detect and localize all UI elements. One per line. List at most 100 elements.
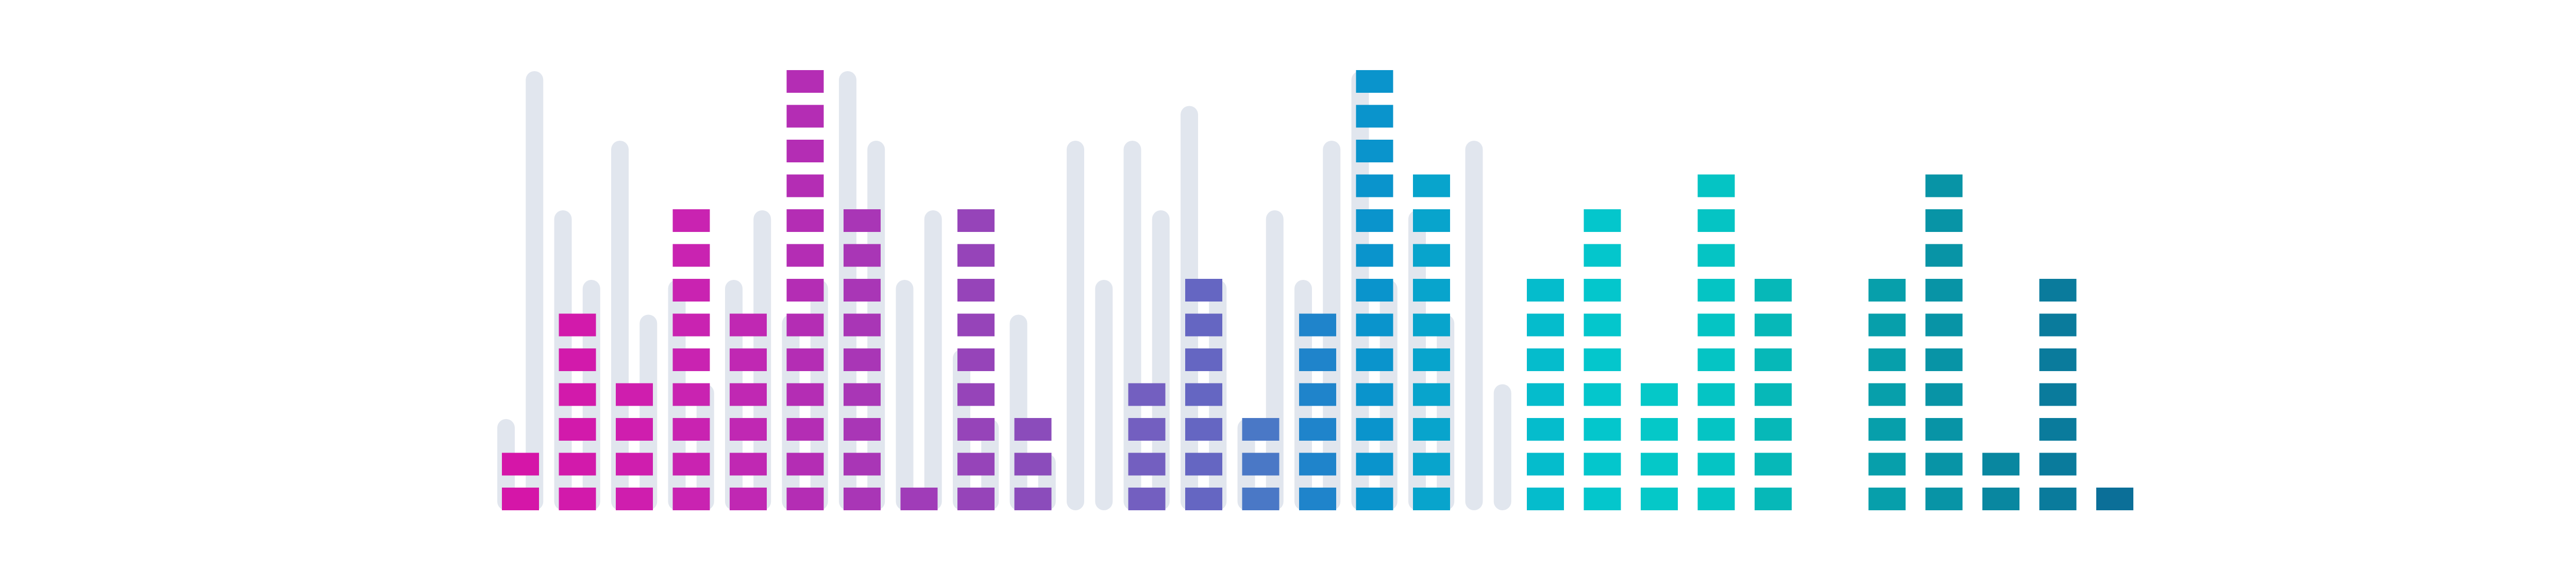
equalizer-segment (1697, 418, 1735, 441)
equalizer-segment (1868, 348, 1906, 371)
equalizer-track (924, 210, 942, 510)
equalizer-segment (1697, 174, 1735, 197)
equalizer-segment (844, 313, 881, 337)
equalizer-segment (730, 418, 767, 441)
equalizer-segment (1356, 70, 1393, 93)
equalizer-segment (1356, 140, 1393, 162)
equalizer-segment (672, 279, 710, 302)
equalizer-segment (1185, 313, 1222, 337)
equalizer-segment (1185, 383, 1222, 406)
equalizer-segment (1697, 209, 1735, 232)
equalizer-segment (1584, 209, 1621, 232)
equalizer-segment (957, 209, 995, 232)
equalizer-bar (1641, 383, 1678, 510)
equalizer-bar (730, 313, 767, 510)
equalizer-segment (672, 244, 710, 267)
equalizer-segment (1641, 418, 1678, 441)
equalizer-track (526, 71, 544, 510)
equalizer-segment (1584, 244, 1621, 267)
equalizer-segment (672, 348, 710, 371)
equalizer-bar (1527, 279, 1564, 510)
equalizer-segment (1413, 418, 1450, 441)
equalizer-segment (1242, 418, 1279, 441)
equalizer-track (1067, 141, 1084, 510)
equalizer-segment (786, 383, 824, 406)
equalizer-segment (1584, 488, 1621, 510)
equalizer-segment (786, 105, 824, 128)
equalizer-bar (1584, 209, 1621, 510)
equalizer-bar (2039, 279, 2077, 510)
equalizer-segment (1356, 418, 1393, 441)
equalizer-segment (1356, 244, 1393, 267)
equalizer-track (1181, 106, 1198, 510)
equalizer-segment (1641, 488, 1678, 510)
equalizer-segment (1128, 383, 1166, 406)
equalizer-segment (1128, 418, 1166, 441)
equalizer-segment (2039, 453, 2077, 476)
equalizer-segment (957, 383, 995, 406)
equalizer-segment (1185, 453, 1222, 476)
equalizer-segment (1413, 383, 1450, 406)
equalizer-segment (559, 453, 596, 476)
equalizer-segment (844, 488, 881, 510)
equalizer-segment (1356, 209, 1393, 232)
equalizer-segment (2039, 383, 2077, 406)
equalizer-bar (616, 383, 653, 510)
equalizer-segment (616, 418, 653, 441)
equalizer-segment (1697, 313, 1735, 337)
equalizer-segment (559, 313, 596, 337)
equalizer-segment (502, 488, 539, 510)
equalizer-segment (1356, 105, 1393, 128)
equalizer-segment (1527, 348, 1564, 371)
equalizer-segment (1584, 453, 1621, 476)
equalizer-segment (1299, 453, 1336, 476)
equalizer-segment (730, 488, 767, 510)
equalizer-segment (1925, 418, 1963, 441)
equalizer-segment (1697, 348, 1735, 371)
equalizer-segment (1128, 488, 1166, 510)
equalizer-segment (1755, 348, 1792, 371)
equalizer-segment (1413, 174, 1450, 197)
equalizer-segment (1868, 453, 1906, 476)
equalizer-track (782, 314, 800, 510)
equalizer-segment (957, 488, 995, 510)
equalizer-bar (1128, 383, 1166, 510)
equalizer-track (1465, 141, 1483, 510)
equalizer-segment (786, 348, 824, 371)
equalizer-segment (1299, 488, 1336, 510)
equalizer-segment (1925, 244, 1963, 267)
equalizer-segment (786, 70, 824, 93)
equalizer-segment (2096, 488, 2133, 510)
equalizer-segment (1925, 453, 1963, 476)
equalizer-segment (1527, 418, 1564, 441)
equalizer-segment (1925, 488, 1963, 510)
equalizer-segment (957, 244, 995, 267)
equalizer-segment (1185, 488, 1222, 510)
equalizer-segment (1413, 348, 1450, 371)
equalizer-bar (1014, 418, 1052, 510)
equalizer-segment (1868, 313, 1906, 337)
equalizer-bar (1697, 174, 1735, 510)
equalizer-segment (1014, 488, 1052, 510)
equalizer-bar (1185, 279, 1222, 510)
equalizer-segment (1413, 453, 1450, 476)
equalizer-segment (502, 453, 539, 476)
equalizer-segment (2039, 488, 2077, 510)
equalizer-bar (1925, 174, 1963, 510)
equalizer-segment (1982, 453, 2019, 476)
equalizer-segment (616, 453, 653, 476)
equalizer-segment (1641, 453, 1678, 476)
equalizer-segment (786, 418, 824, 441)
equalizer-segment (2039, 418, 2077, 441)
equalizer-segment (730, 348, 767, 371)
equalizer-segment (1925, 174, 1963, 197)
equalizer-track (1437, 314, 1455, 510)
equalizer-segment (1185, 279, 1222, 302)
equalizer-bar (1356, 70, 1393, 510)
equalizer-segment (1527, 313, 1564, 337)
equalizer-segment (844, 383, 881, 406)
equalizer-segment (1584, 279, 1621, 302)
equalizer-segment (1868, 418, 1906, 441)
equalizer-segment (1299, 313, 1336, 337)
equalizer-segment (1925, 313, 1963, 337)
